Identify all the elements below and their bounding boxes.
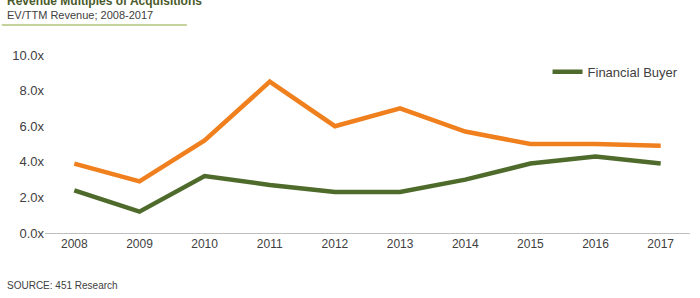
svg-text:Financial Buyer: Financial Buyer: [588, 65, 678, 80]
svg-text:2013: 2013: [387, 237, 414, 251]
svg-text:4.0x: 4.0x: [19, 154, 44, 169]
svg-text:10.0x: 10.0x: [12, 48, 44, 63]
svg-text:2017: 2017: [647, 237, 674, 251]
svg-text:6.0x: 6.0x: [19, 119, 44, 134]
svg-text:2008: 2008: [61, 237, 88, 251]
svg-text:2014: 2014: [452, 237, 479, 251]
svg-text:2.0x: 2.0x: [19, 190, 44, 205]
svg-text:2011: 2011: [257, 237, 283, 251]
svg-text:Revenue Multiples of Acquisiti: Revenue Multiples of Acquisitions: [7, 0, 202, 8]
svg-text:2012: 2012: [322, 237, 349, 251]
svg-text:0.0x: 0.0x: [19, 226, 44, 241]
svg-text:SOURCE: 451 Research: SOURCE: 451 Research: [7, 280, 118, 291]
svg-text:2010: 2010: [191, 237, 218, 251]
svg-text:2009: 2009: [126, 237, 153, 251]
svg-text:2016: 2016: [582, 237, 609, 251]
svg-text:EV/TTM Revenue; 2008-2017: EV/TTM Revenue; 2008-2017: [7, 9, 153, 21]
svg-text:8.0x: 8.0x: [19, 83, 44, 98]
svg-text:2015: 2015: [517, 237, 544, 251]
